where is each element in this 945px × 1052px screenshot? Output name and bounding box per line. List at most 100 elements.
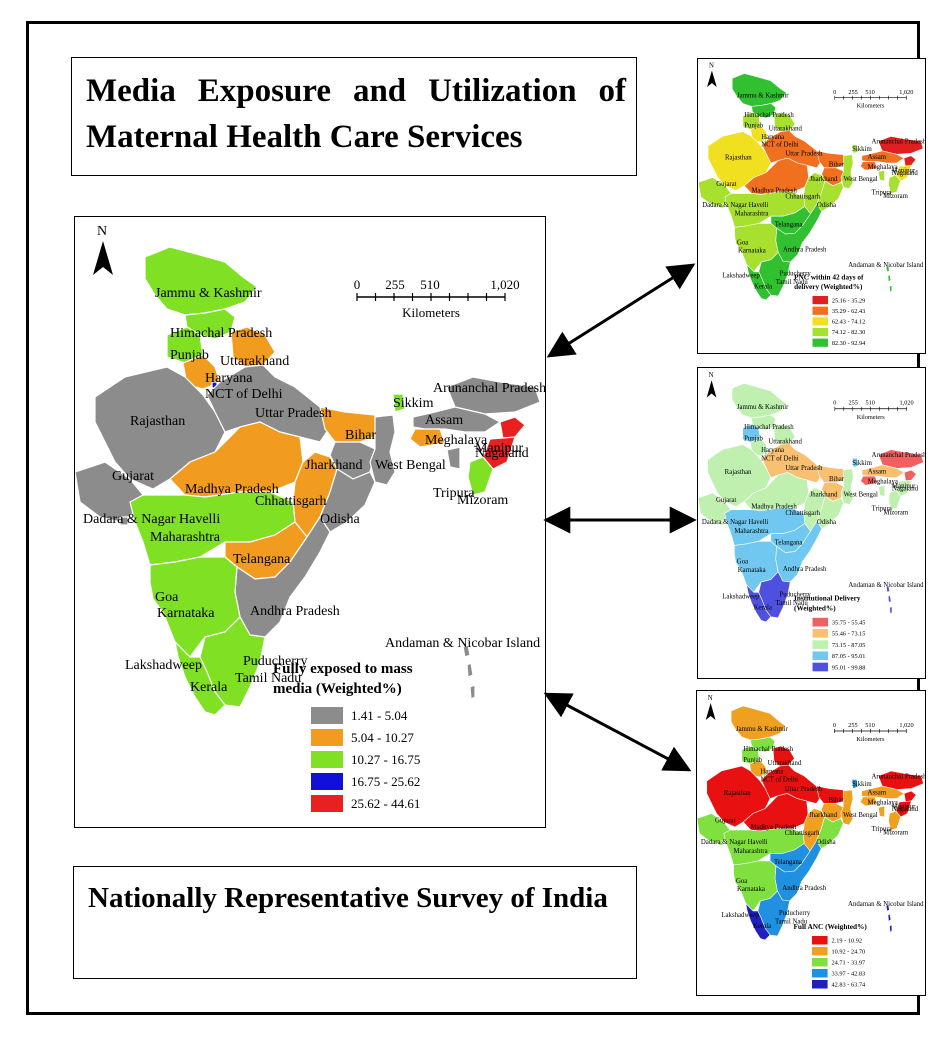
scale-tick-label: 1,020 [490, 277, 519, 292]
state-label-mp: Madhya Pradesh [185, 482, 279, 497]
scale-unit-label: Kilometers [857, 414, 885, 421]
state-label-tn: Tamil Nadu [776, 279, 809, 286]
state-ml [860, 161, 878, 171]
state-label-dn: Dadara & Nagar Havelli [702, 518, 769, 526]
legend-title: PNC within 42 days of [794, 274, 864, 282]
state-tr [877, 169, 885, 182]
state-label-ld: Lakshadweep [723, 273, 761, 280]
state-label-nl: Nagaland [475, 446, 529, 461]
state-label-uk: Uttarakhand [768, 437, 802, 445]
state-mz [888, 489, 902, 511]
scale-tick-label: 255 [848, 722, 857, 729]
legend-label: 95.01 - 99.88 [832, 664, 866, 671]
legend-title: (Weighted%) [794, 603, 836, 612]
state-label-od: Odisha [817, 518, 836, 526]
legend-label: 10.27 - 16.75 [351, 752, 420, 767]
scale-tick-label: 255 [849, 400, 858, 407]
state-label-tg: Telangana [774, 859, 802, 866]
state-label-mh: Maharashtra [734, 848, 768, 855]
state-label-jh: Jharkhand [305, 458, 363, 473]
state-up [761, 130, 823, 169]
state-label-mz: Mizoram [883, 508, 908, 516]
legend-label: 5.04 - 10.27 [351, 730, 414, 745]
state-dn [119, 516, 129, 526]
state-an [462, 644, 476, 700]
state-kl [745, 902, 771, 941]
legend-label: 35.75 - 55.45 [832, 619, 866, 626]
state-label-gj: Gujarat [716, 181, 736, 188]
state-label-ml: Meghalaya [868, 799, 898, 806]
state-label-mp: Madhya Pradesh [752, 187, 798, 194]
state-label-rj: Rajasthan [725, 155, 752, 162]
state-label-wb: West Bengal [843, 176, 877, 183]
state-label-br: Bihar [829, 797, 845, 804]
state-label-jk: Jammu & Kashmir [737, 403, 789, 411]
state-label-br: Bihar [829, 161, 845, 168]
full-anc-map: Jammu & Kashmir Himachal Pradesh Punjab Utt… [697, 695, 925, 989]
pnc-map-panel: Jammu & Kashmir Himachal Pradesh Punjab Utt… [697, 58, 926, 354]
main-map: Jammu & Kashmir Himachal Pradesh Punjab Utt… [75, 224, 545, 812]
legend-swatch [812, 980, 828, 989]
state-label-up: Uttar Pradesh [785, 464, 823, 472]
scale-tick-label: 510 [865, 89, 874, 96]
legend-swatch [812, 936, 828, 945]
legend-label: 82.30 - 92.94 [832, 340, 866, 347]
state-label-ap: Andhra Pradesh [250, 604, 340, 619]
state-nl [903, 790, 917, 803]
scale-tick-label: 255 [385, 277, 405, 292]
state-label-wb: West Bengal [843, 812, 878, 819]
state-label-rj: Rajasthan [724, 790, 751, 797]
state-br [319, 406, 381, 443]
north-label: N [709, 371, 714, 379]
state-dn [719, 520, 725, 526]
main-map-panel: Jammu & Kashmir Himachal Pradesh Punjab Utt… [74, 216, 546, 828]
state-sk [851, 457, 859, 468]
legend-swatch [812, 969, 828, 978]
legend-label: 1.41 - 5.04 [351, 708, 408, 723]
scale-tick-label: 0 [833, 89, 836, 96]
state-label-ka: Karnataka [737, 886, 765, 893]
legend-label: 55.46 - 73.15 [832, 631, 866, 638]
state-label-py: Puducherry [780, 590, 812, 598]
state-sk [851, 779, 859, 789]
state-wb [369, 414, 396, 486]
scale-tick-label: 0 [354, 277, 361, 292]
institutional-delivery-map: Jammu & Kashmir Himachal Pradesh Punjab Utt… [698, 371, 925, 671]
state-up [761, 443, 823, 484]
state-label-rj: Rajasthan [725, 468, 752, 476]
state-label-mh: Maharashtra [735, 211, 769, 218]
scale-tick-label: 510 [420, 277, 440, 292]
scale-unit-label: Kilometers [402, 305, 460, 320]
state-label-br: Bihar [829, 475, 845, 483]
north-arrow-icon [706, 380, 717, 398]
state-wb [840, 154, 854, 189]
state-label-hr: Haryana [761, 446, 784, 454]
state-an [885, 265, 893, 293]
state-label-sk: Sikkim [852, 781, 872, 788]
state-mn [482, 436, 516, 470]
state-label-cg: Chhattisgarh [785, 509, 820, 517]
legend-label: 25.62 - 44.61 [351, 796, 420, 811]
state-tr [878, 484, 886, 497]
state-label-tg: Telangana [775, 221, 803, 228]
state-nl [499, 416, 526, 440]
state-label-od: Odisha [320, 512, 360, 527]
state-label-hr: Haryana [205, 371, 253, 386]
state-an [885, 585, 893, 615]
legend-label: 74.12 - 82.30 [832, 329, 865, 336]
state-label-py: Puducherry [779, 910, 811, 917]
legend-title: Institutional Delivery [794, 593, 861, 602]
state-mz [888, 810, 902, 831]
state-label-pb: Punjab [744, 434, 763, 442]
state-label-dl: NCT of Delhi [760, 776, 798, 783]
north-arrow-icon [93, 241, 113, 275]
state-label-mn: Manipur [892, 168, 916, 175]
state-label-pb: Punjab [743, 757, 762, 764]
state-uk [772, 745, 795, 767]
state-label-od: Odisha [816, 839, 835, 846]
north-label: N [97, 224, 107, 239]
state-label-wb: West Bengal [375, 458, 446, 473]
legend-label: 87.05 - 95.01 [832, 653, 866, 660]
state-label-wb: West Bengal [844, 490, 878, 498]
state-jk [731, 382, 787, 419]
